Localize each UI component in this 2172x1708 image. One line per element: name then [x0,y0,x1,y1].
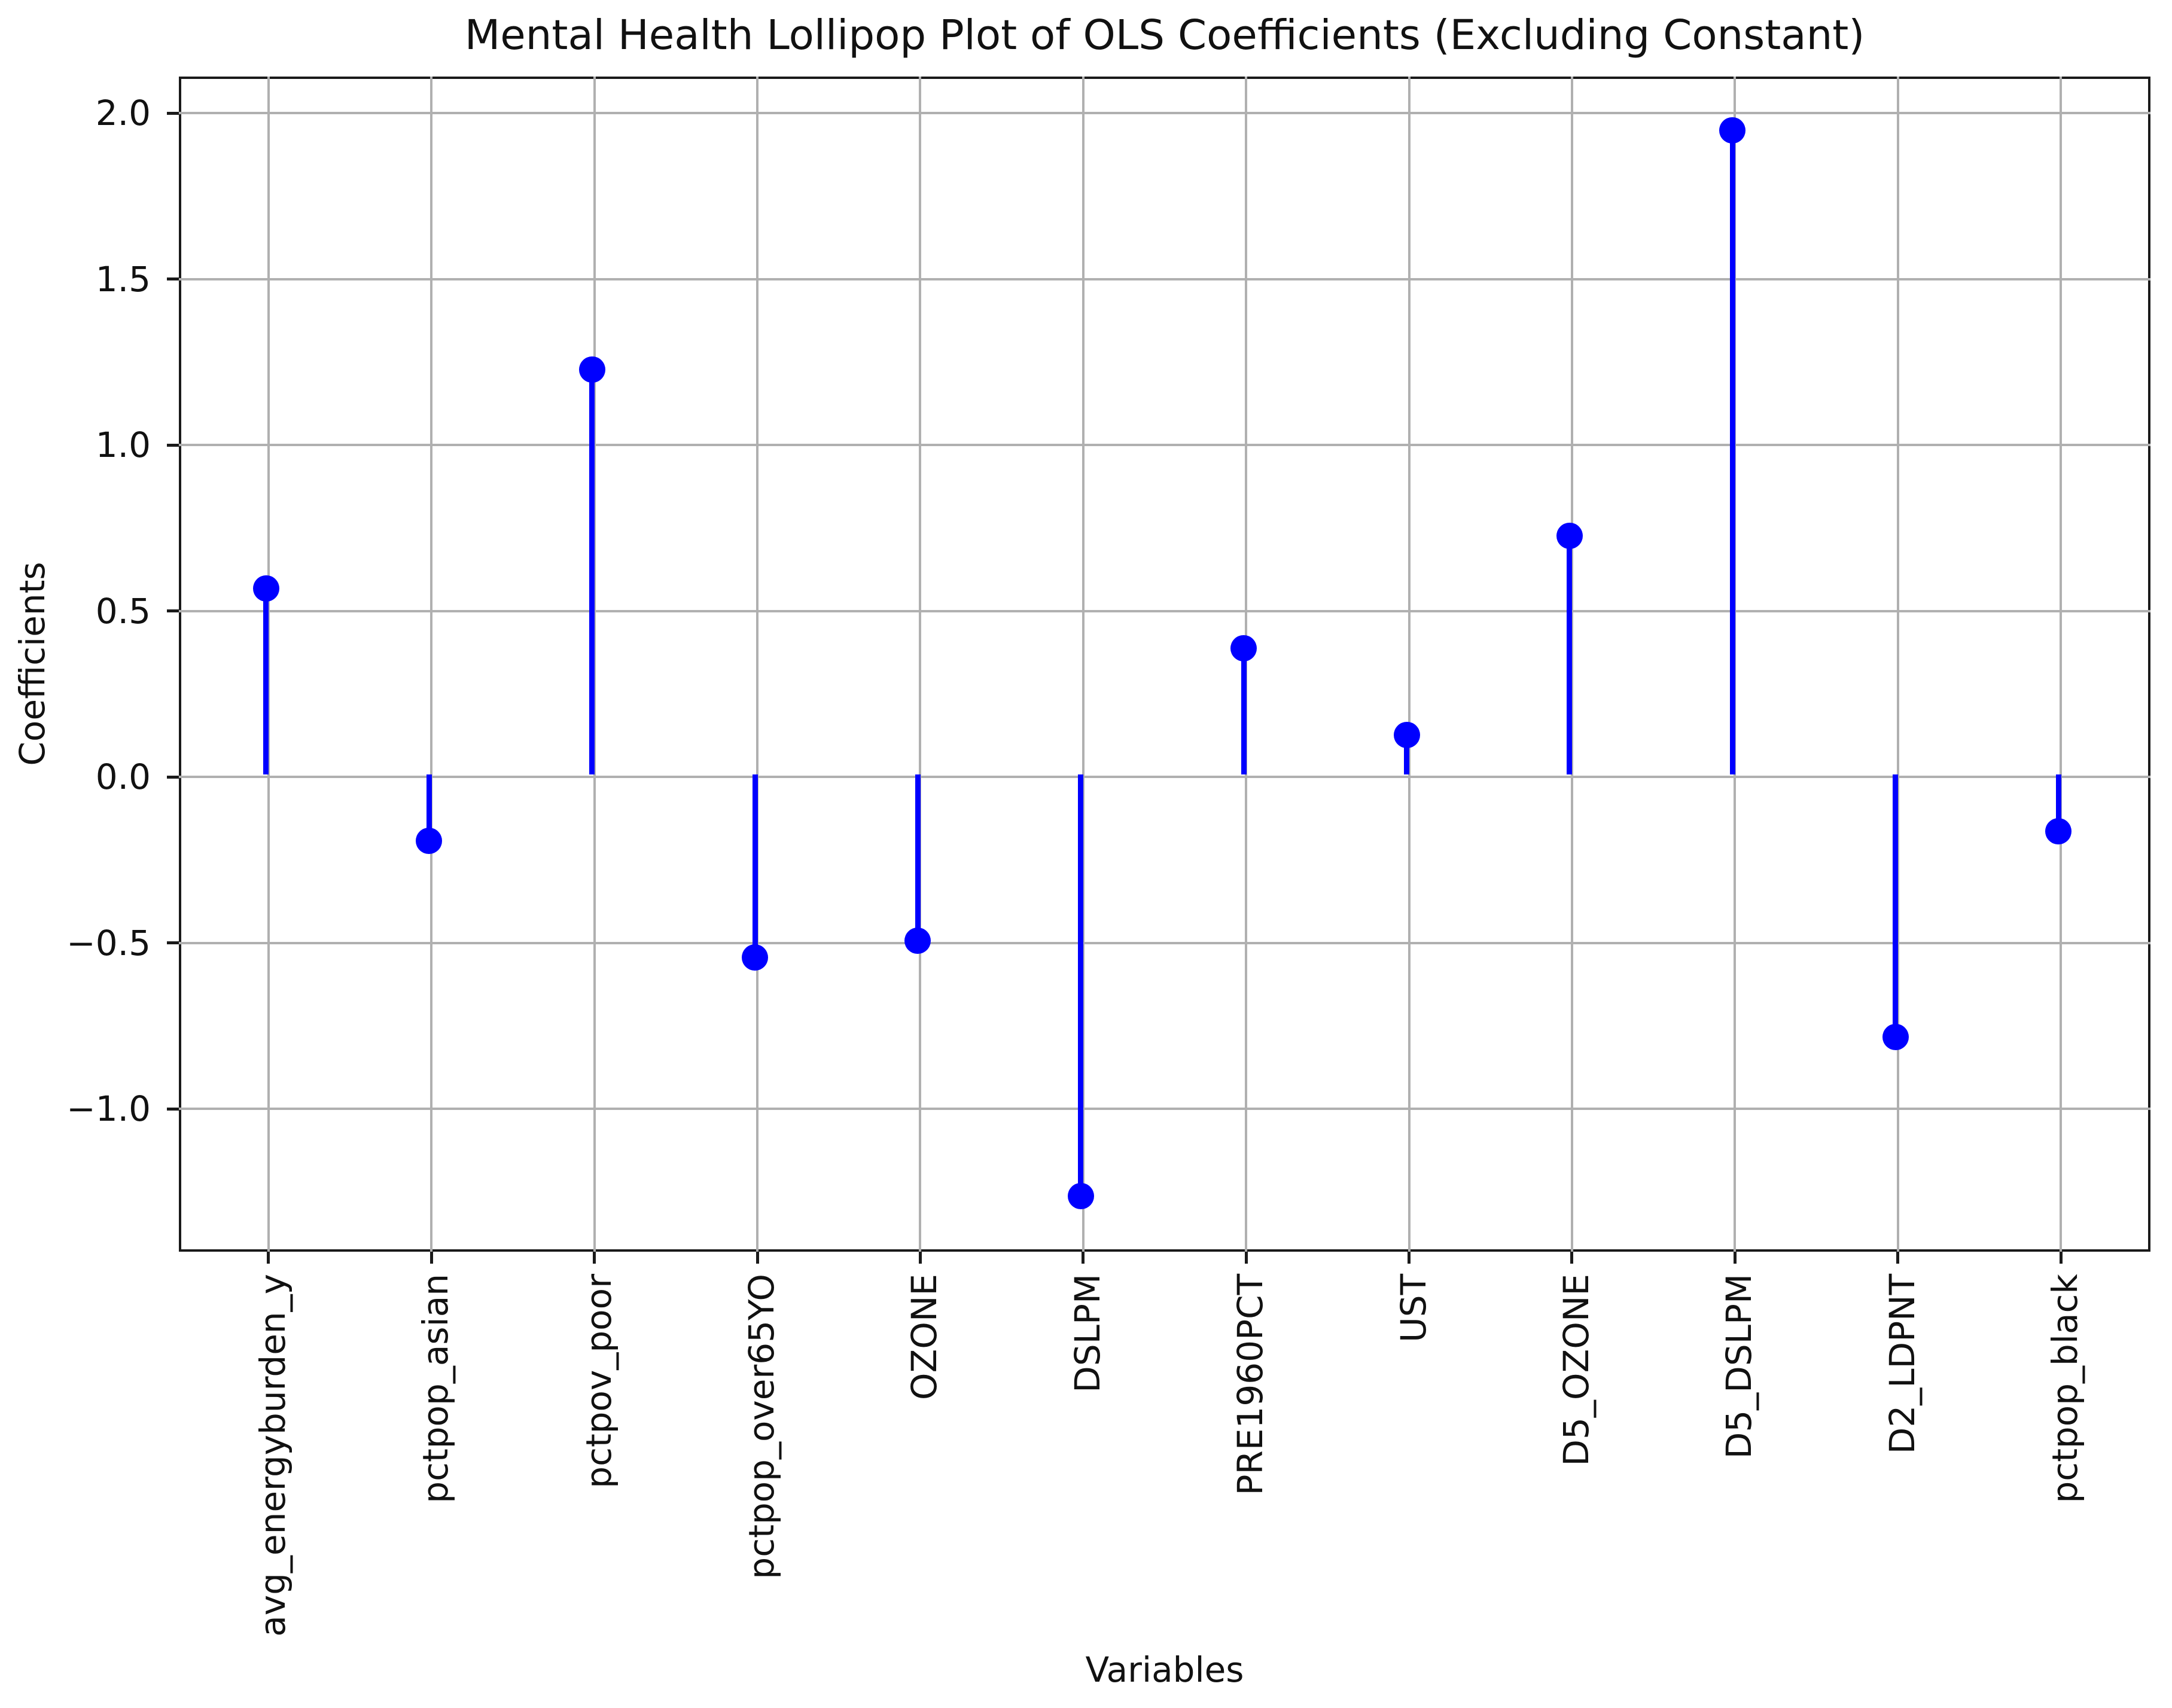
y-gridline [179,941,2150,944]
data-point-marker [578,356,605,383]
x-tick-label: D5_OZONE [1555,1274,1597,1466]
x-gridline [2060,77,2063,1252]
y-tick-label: 0.5 [95,590,151,632]
y-tick [167,443,179,447]
x-tick-label: DSLPM [1067,1274,1108,1393]
stem [426,774,432,841]
x-tick [267,1252,270,1264]
x-tick-label: D2_LDPNT [1881,1274,1923,1454]
x-tick [918,1252,922,1264]
data-point-marker [904,927,931,954]
y-tick-label: 2.0 [95,93,151,134]
x-tick [1570,1252,1574,1264]
x-tick [756,1252,759,1264]
x-tick [1896,1252,1900,1264]
x-tick-label: pctpov_poor [578,1274,619,1489]
x-gridline [919,77,922,1252]
y-gridline [179,1108,2150,1111]
y-tick [167,775,179,779]
x-tick-label: OZONE [904,1274,945,1401]
y-tick-label: −0.5 [66,922,151,963]
x-tick [1244,1252,1248,1264]
x-gridline [1082,77,1085,1252]
stem [263,588,269,775]
y-axis-label: Coefficients [12,562,53,766]
x-tick-label: D5_DSLPM [1719,1274,1760,1459]
x-gridline [1408,77,1411,1252]
stem [1078,774,1084,1197]
x-tick-label: pctpop_black [2045,1274,2086,1503]
y-gridline [179,277,2150,280]
plot-area [179,77,2150,1252]
x-tick-label: pctpop_over65YO [741,1274,782,1579]
stem [1404,734,1410,775]
y-tick [167,111,179,115]
y-gridline [179,776,2150,779]
data-point-marker [1556,522,1583,549]
x-tick-label: pctpop_asian [415,1274,456,1503]
y-gridline [179,609,2150,612]
y-tick [167,941,179,945]
chart-title: Mental Health Lollipop Plot of OLS Coeff… [464,11,1865,59]
x-tick-label: avg_energyburden_y [252,1274,293,1637]
stem [1241,648,1247,775]
y-tick-label: 0.0 [95,757,151,798]
data-point-marker [1882,1023,1909,1050]
data-point-marker [416,828,443,855]
x-tick [1408,1252,1411,1264]
stems-layer [179,77,2150,1252]
x-tick-label: PRE1960PCT [1230,1274,1271,1496]
x-tick [1082,1252,1085,1264]
stem [2055,774,2061,831]
stem [1567,535,1573,775]
y-tick-label: 1.5 [95,258,151,300]
x-gridline [756,77,758,1252]
x-tick [1733,1252,1737,1264]
x-gridline [430,77,433,1252]
stem [1893,774,1899,1037]
data-point-marker [1230,635,1257,662]
data-point-marker [1067,1183,1094,1210]
data-point-marker [252,575,279,602]
y-tick-label: 1.0 [95,425,151,466]
stem [589,370,595,775]
data-point-marker [742,944,768,971]
x-axis-label: Variables [1085,1649,1244,1690]
data-point-marker [1393,721,1420,748]
data-point-marker [2045,818,2072,844]
y-gridline [179,112,2150,115]
stem [752,774,758,957]
y-tick [167,609,179,613]
x-tick [593,1252,596,1264]
x-tick [2059,1252,2063,1264]
y-gridline [179,444,2150,447]
x-gridline [1896,77,1899,1252]
stem [915,774,921,941]
data-point-marker [1719,117,1746,144]
x-tick-label: UST [1393,1274,1434,1343]
x-tick [429,1252,433,1264]
stem [1729,130,1735,775]
y-tick [167,277,179,281]
y-tick-label: −1.0 [66,1088,151,1130]
y-tick [167,1107,179,1111]
